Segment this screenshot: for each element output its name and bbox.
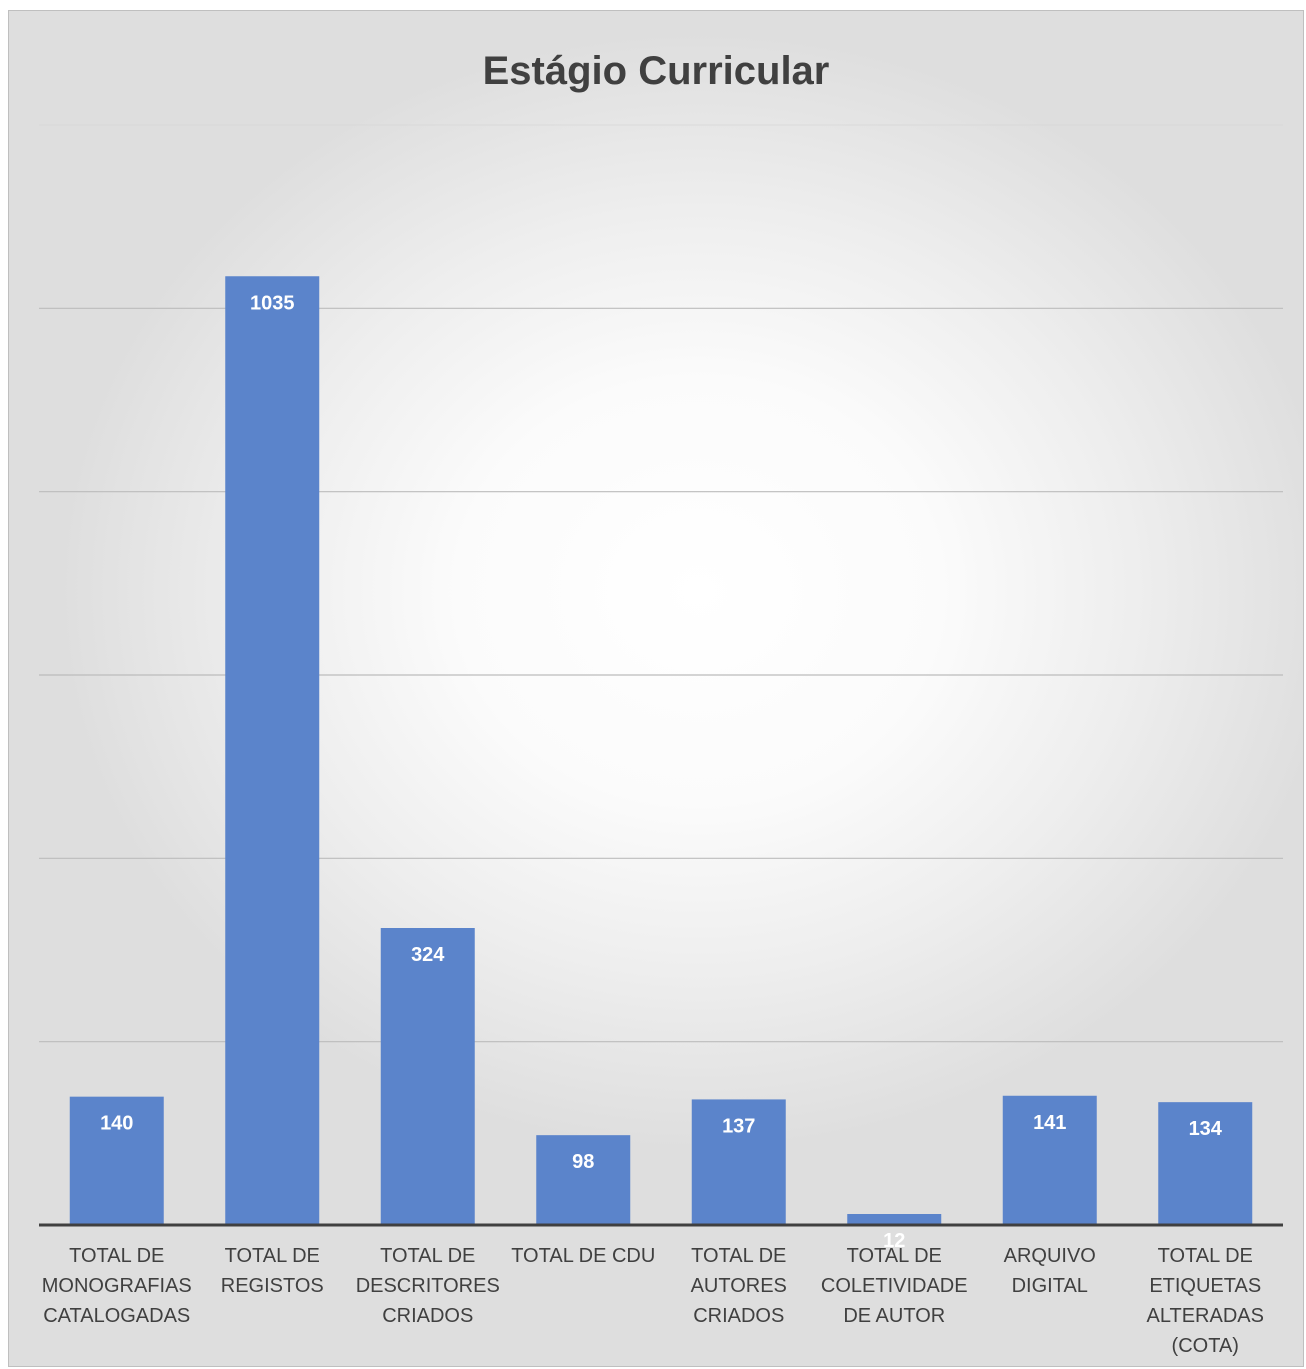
chart-area: Estágio Curricular 140 1035 324 98 137 12 141 1…	[8, 10, 1304, 1367]
bar	[1158, 1102, 1253, 1225]
data-label: 1035	[250, 292, 295, 314]
chart-plot: 140 1035 324 98 137 12 141 134	[39, 124, 1283, 1252]
x-tick-label: TOTAL DE ETIQUETAS ALTERADAS (COTA)	[1146, 1245, 1264, 1357]
bar	[69, 1096, 164, 1225]
data-label: 324	[411, 944, 445, 966]
bar	[225, 276, 320, 1225]
data-label: 98	[572, 1151, 594, 1173]
bar	[380, 928, 475, 1225]
chart-title: Estágio Curricular	[482, 49, 830, 93]
x-tick-label: TOTAL DE AUTORES CRIADOS	[690, 1245, 787, 1327]
data-label: 137	[722, 1115, 755, 1137]
x-tick-label: TOTAL DE REGISTOS	[220, 1245, 324, 1297]
x-tick-label: TOTAL DE CDU	[511, 1245, 656, 1267]
x-tick-label: TOTAL DE MONOGRAFIAS CATALOGADAS	[41, 1245, 192, 1327]
data-label: 134	[1189, 1118, 1223, 1140]
data-label: 141	[1033, 1112, 1066, 1134]
data-label: 12	[883, 1230, 905, 1252]
data-label: 140	[100, 1113, 133, 1135]
x-tick-label: TOTAL DE COLETIVIDADE DE AUTOR	[820, 1245, 968, 1327]
bar	[536, 1135, 631, 1225]
bar	[847, 1214, 942, 1225]
x-tick-label: ARQUIVO DIGITAL	[1003, 1245, 1096, 1297]
x-tick-label: TOTAL DE DESCRITORES CRIADOS	[355, 1245, 500, 1327]
bar	[691, 1099, 786, 1225]
bar	[1002, 1095, 1097, 1225]
